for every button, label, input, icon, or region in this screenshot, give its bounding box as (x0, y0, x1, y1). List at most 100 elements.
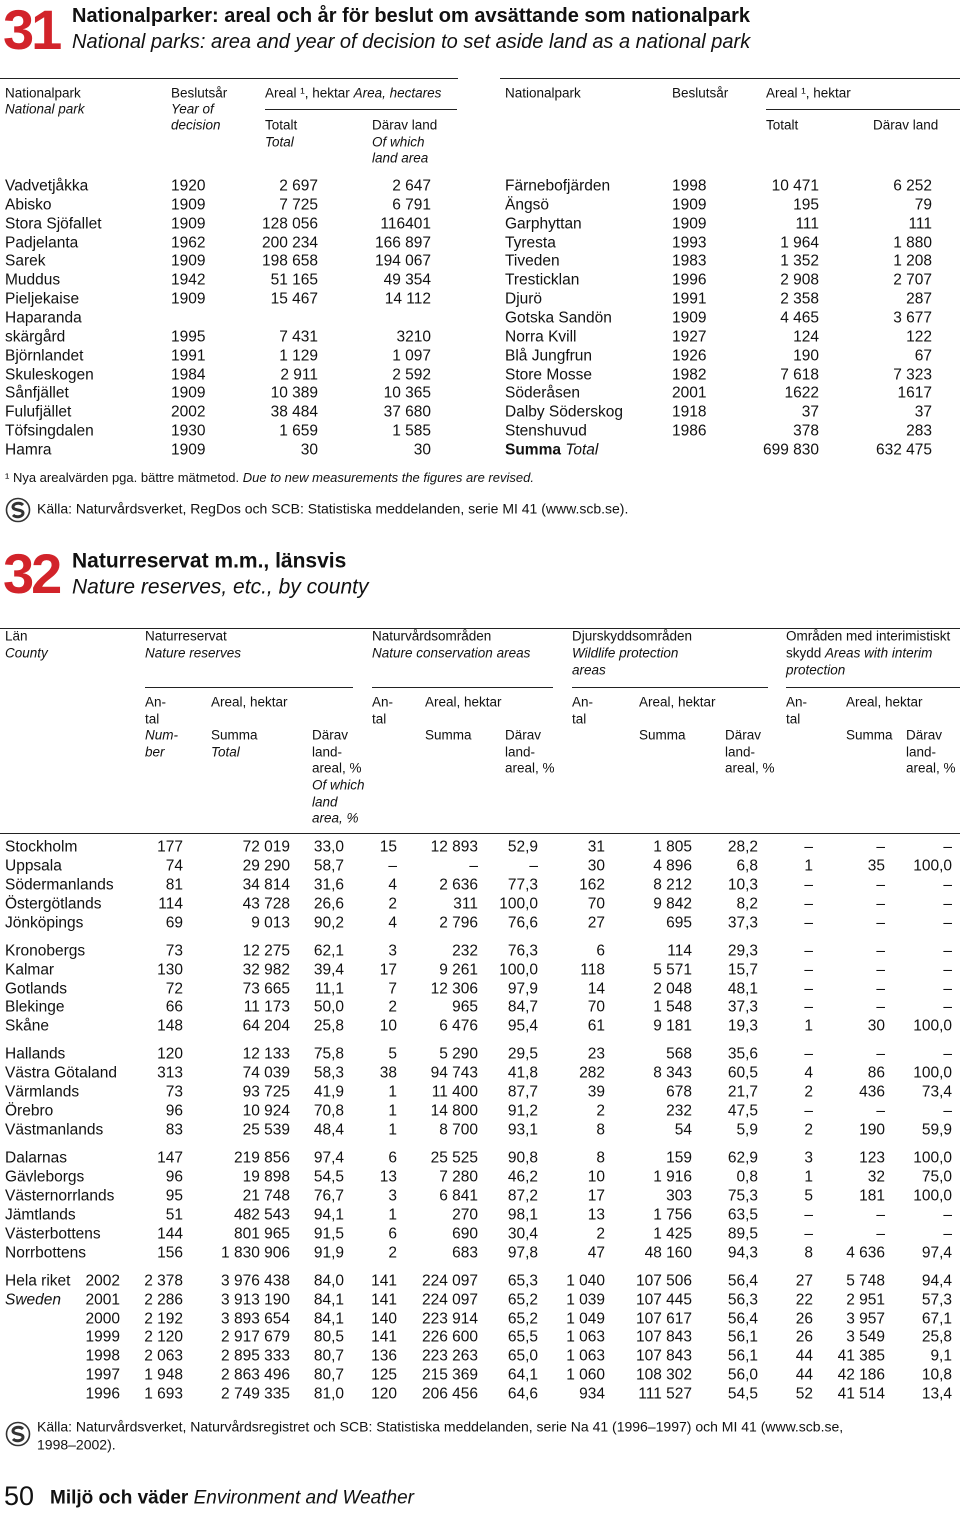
table-cell: 122 (906, 328, 932, 346)
table-cell: 3 976 438 (221, 1272, 290, 1290)
table-cell: 54 (674, 1121, 692, 1139)
table-cell: 96 (165, 1168, 183, 1186)
table-cell: 13 (587, 1206, 605, 1224)
row-label: Hamra (5, 441, 52, 459)
table-cell: 7 725 (279, 196, 318, 214)
table-cell: 47 (587, 1244, 605, 1262)
table-cell: 13,4 (921, 1385, 952, 1403)
table-cell: – (469, 857, 478, 875)
source-note: Källa: Naturvårdsverket, Naturvårdsregis… (37, 1418, 844, 1435)
table-cell: 1 (388, 1121, 397, 1139)
table-cell: 3 893 654 (221, 1309, 290, 1327)
table-cell: – (804, 979, 813, 997)
table-cell: 1909 (171, 252, 206, 270)
table-cell: 62,9 (727, 1149, 758, 1167)
column-header: Beslutsår (672, 85, 729, 101)
table-cell: 74 039 (242, 1064, 290, 1082)
group-header: Nature reserves (145, 645, 242, 661)
table-cell: 1 916 (653, 1168, 692, 1186)
table-cell: 84,1 (313, 1291, 344, 1309)
table-cell: 1942 (171, 271, 206, 289)
table-cell: 1 964 (780, 234, 819, 252)
group-header: Djurskyddsområden (572, 628, 693, 644)
table-cell: 95 (165, 1187, 183, 1205)
table-cell: 8 343 (653, 1064, 692, 1082)
table-cell: 120 (157, 1045, 183, 1063)
row-label: Store Mosse (505, 366, 593, 384)
table-cell: 695 (666, 914, 692, 932)
table-cell: 224 097 (421, 1291, 478, 1309)
group-header: Områden med interimistiskt (786, 628, 951, 644)
table-cell: 70 (587, 895, 605, 913)
table-cell: 44 (795, 1347, 813, 1365)
table-cell: 1 (804, 1017, 813, 1035)
table-cell: 3 957 (846, 1309, 885, 1327)
table-number: 32 (3, 542, 62, 606)
table-cell: 38 484 (270, 403, 318, 421)
table-cell: 25 539 (242, 1121, 290, 1139)
table-cell: 3 913 190 (221, 1291, 290, 1309)
column-header: land- (906, 744, 937, 760)
table-cell: 56,3 (727, 1291, 758, 1309)
row-label: skärgård (5, 328, 66, 346)
table-cell: 226 600 (421, 1328, 478, 1346)
table-cell: 436 (859, 1083, 885, 1101)
table-cell: 29,3 (727, 942, 758, 960)
row-label: Pieljekaise (5, 290, 80, 308)
table-cell: 19 898 (242, 1168, 290, 1186)
table-cell: 8 700 (439, 1121, 478, 1139)
table-cell: 108 302 (635, 1366, 692, 1384)
table-cell: 76,3 (507, 942, 538, 960)
table-cell: 58,7 (313, 857, 344, 875)
table-cell: 41,8 (507, 1064, 538, 1082)
table-cell: 223 914 (421, 1309, 478, 1327)
column-header: area, % (312, 810, 359, 826)
table-cell: 10 (587, 1168, 605, 1186)
table-cell: 4 896 (653, 857, 692, 875)
table-cell: 80,7 (313, 1366, 344, 1384)
column-header: Areal ¹, hektar (265, 85, 350, 101)
table-cell: 3210 (396, 328, 431, 346)
table-cell: 93,1 (507, 1121, 538, 1139)
table-cell: 79 (914, 196, 932, 214)
table-cell: 7 431 (279, 328, 318, 346)
table-cell: 378 (793, 422, 819, 440)
table-cell: 7 323 (893, 366, 932, 384)
column-header: tal (145, 711, 160, 727)
table-cell: – (876, 942, 885, 960)
table-cell: 5 (804, 1187, 813, 1205)
page-number: 50 (4, 1481, 35, 1512)
table-cell: 1 063 (566, 1328, 605, 1346)
row-label: Gotska Sandön (505, 309, 612, 327)
column-header: Areal, hektar (211, 694, 288, 710)
table-cell: 6 791 (392, 196, 431, 214)
row-label: Tyresta (505, 234, 556, 252)
table-cell: 42 186 (837, 1366, 885, 1384)
column-header: tal (372, 711, 387, 727)
row-label: Haparanda (5, 309, 82, 327)
table-cell: 1995 (171, 328, 206, 346)
table-cell: 65,2 (507, 1291, 538, 1309)
table-cell: 12 133 (242, 1045, 290, 1063)
table-cell: 123 (859, 1149, 885, 1167)
group-header: skydd (786, 645, 822, 661)
table-cell: 75,3 (727, 1187, 758, 1205)
table-subtitle: Nature reserves, etc., by county (72, 575, 369, 599)
table-cell: 59,9 (921, 1121, 952, 1139)
row-label: Vadvetjåkka (5, 177, 89, 195)
table-cell: 1 (388, 1102, 397, 1120)
table-cell: 1930 (171, 422, 206, 440)
table-cell: 181 (859, 1187, 885, 1205)
table-cell: 2 707 (893, 271, 932, 289)
table-cell: 91,5 (313, 1225, 344, 1243)
table-cell: 52 (795, 1385, 813, 1403)
column-header: land- (312, 744, 343, 760)
table-cell: 2 (388, 895, 397, 913)
table-cell: 72 (165, 979, 183, 997)
column-header: An- (145, 694, 167, 710)
table-cell: 1 548 (653, 998, 692, 1016)
table-cell: 91,9 (313, 1244, 344, 1262)
table-cell: 27 (587, 914, 605, 932)
row-year: 1997 (85, 1366, 120, 1384)
table-cell: 6,8 (736, 857, 758, 875)
